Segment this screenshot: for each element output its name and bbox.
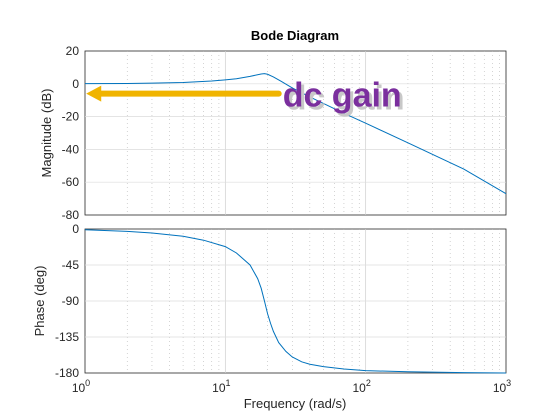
dc-gain-arrow-head xyxy=(86,85,102,102)
phase-series-line xyxy=(84,229,507,374)
phase-y-tick-label: -180 xyxy=(55,366,79,380)
magnitude-y-tick-label: -60 xyxy=(62,175,80,189)
magnitude-plot: 20 0 -20 -40 -60 -80 Magnitude (dB) xyxy=(39,44,507,222)
magnitude-y-tick-label: 20 xyxy=(66,44,80,58)
dc-gain-label: dc gain xyxy=(283,77,402,115)
x-axis-label: Frequency (rad/s) xyxy=(244,396,347,411)
magnitude-grid xyxy=(85,51,506,215)
chart-title: Bode Diagram xyxy=(251,28,339,43)
x-tick-label: 102 xyxy=(352,378,370,395)
phase-y-ticks: 0 -45 -90 -135 -180 xyxy=(55,222,79,380)
magnitude-y-tick-label: 0 xyxy=(72,77,79,91)
x-tick-label: 103 xyxy=(493,378,511,395)
phase-grid xyxy=(85,229,506,373)
dc-gain-annotation: dc gain dc gain xyxy=(86,77,405,118)
phase-plot: 0 -45 -90 -135 -180 Phase (deg) xyxy=(32,222,507,380)
magnitude-y-tick-label: -20 xyxy=(62,110,80,124)
magnitude-y-axis-label: Magnitude (dB) xyxy=(39,89,54,178)
magnitude-series-line xyxy=(84,73,507,195)
phase-y-tick-label: 0 xyxy=(72,222,79,236)
magnitude-y-ticks: 20 0 -20 -40 -60 -80 xyxy=(62,44,80,222)
x-axis-ticks: 100 101 102 103 xyxy=(72,378,511,395)
magnitude-y-tick-label: -40 xyxy=(62,142,80,156)
phase-y-axis-label: Phase (deg) xyxy=(32,266,47,337)
phase-y-tick-label: -45 xyxy=(62,258,80,272)
x-tick-label: 100 xyxy=(72,378,90,395)
dc-gain-label-shadow: dc gain xyxy=(286,80,405,118)
phase-y-tick-label: -90 xyxy=(62,294,80,308)
magnitude-plot-area xyxy=(84,50,507,216)
x-tick-label: 101 xyxy=(212,378,230,395)
magnitude-y-tick-label: -80 xyxy=(62,208,80,222)
phase-y-tick-label: -135 xyxy=(55,330,79,344)
